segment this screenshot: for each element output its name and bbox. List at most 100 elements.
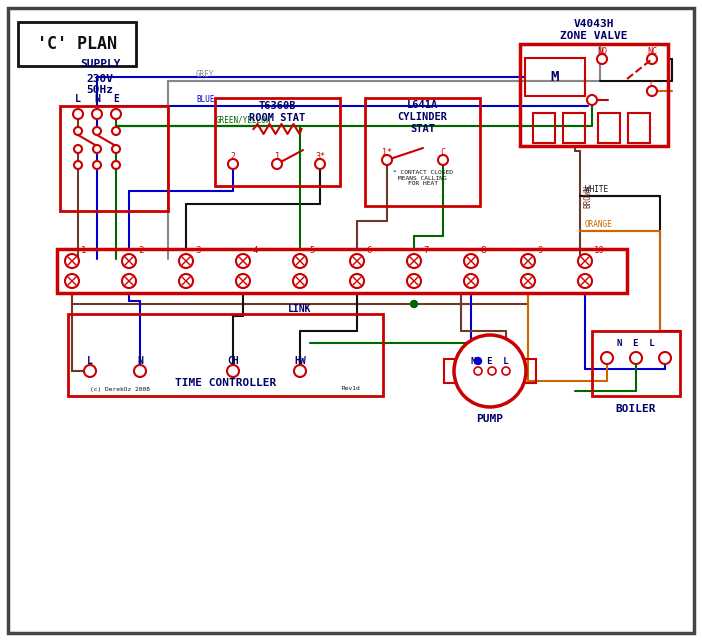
Bar — [365, 98, 480, 206]
Text: ORANGE: ORANGE — [585, 220, 613, 229]
Circle shape — [597, 54, 607, 64]
Circle shape — [84, 365, 96, 377]
Circle shape — [407, 274, 421, 288]
Text: PUMP: PUMP — [477, 414, 503, 424]
Circle shape — [464, 274, 478, 288]
Circle shape — [578, 274, 592, 288]
Circle shape — [65, 254, 79, 268]
Text: BROWN: BROWN — [583, 185, 592, 208]
Text: ZONE VALVE: ZONE VALVE — [560, 31, 628, 41]
Circle shape — [488, 367, 496, 375]
Circle shape — [407, 254, 421, 268]
Circle shape — [502, 367, 510, 375]
Circle shape — [411, 301, 418, 308]
Circle shape — [74, 127, 82, 135]
Circle shape — [112, 127, 120, 135]
Text: NO: NO — [597, 47, 607, 56]
Circle shape — [134, 365, 146, 377]
Bar — [628, 113, 650, 143]
Text: C: C — [440, 147, 446, 156]
Circle shape — [93, 127, 101, 135]
Circle shape — [294, 365, 306, 377]
Circle shape — [659, 352, 671, 364]
Circle shape — [464, 254, 478, 268]
Text: 50Hz: 50Hz — [86, 85, 114, 95]
Text: NC: NC — [647, 47, 657, 56]
Circle shape — [521, 254, 535, 268]
Circle shape — [382, 155, 392, 165]
Text: 'C' PLAN: 'C' PLAN — [37, 35, 117, 53]
Text: N  E  L: N E L — [471, 356, 509, 365]
Circle shape — [350, 254, 364, 268]
Text: BOILER: BOILER — [616, 404, 656, 414]
Bar — [563, 113, 585, 143]
Circle shape — [601, 352, 613, 364]
Text: CH: CH — [227, 356, 239, 366]
Bar — [524, 359, 536, 383]
Text: 7: 7 — [423, 246, 428, 255]
Circle shape — [65, 274, 79, 288]
Text: 3: 3 — [195, 246, 200, 255]
Text: Rev1d: Rev1d — [341, 387, 360, 392]
Circle shape — [587, 95, 597, 105]
Circle shape — [647, 86, 657, 96]
Circle shape — [630, 352, 642, 364]
Text: GREEN/YELLOW: GREEN/YELLOW — [216, 115, 272, 124]
Bar — [60, 106, 168, 211]
Circle shape — [647, 54, 657, 64]
Text: L641A: L641A — [407, 100, 438, 110]
Text: 1*: 1* — [382, 147, 392, 156]
Circle shape — [227, 365, 239, 377]
Text: L: L — [87, 356, 93, 366]
Circle shape — [350, 274, 364, 288]
Text: * CONTACT CLOSED
MEANS CALLING
FOR HEAT: * CONTACT CLOSED MEANS CALLING FOR HEAT — [392, 170, 453, 187]
Text: 1: 1 — [81, 246, 86, 255]
Text: TIME CONTROLLER: TIME CONTROLLER — [175, 378, 276, 388]
Text: WHITE: WHITE — [585, 185, 608, 194]
Text: 10: 10 — [594, 246, 604, 255]
Text: 230V: 230V — [86, 74, 114, 84]
Text: 5: 5 — [309, 246, 314, 255]
Circle shape — [74, 145, 82, 153]
Circle shape — [474, 367, 482, 375]
Circle shape — [228, 159, 238, 169]
Text: 1: 1 — [274, 151, 279, 160]
Bar — [444, 359, 456, 383]
Text: V4043H: V4043H — [574, 19, 614, 29]
Circle shape — [122, 274, 136, 288]
Bar — [68, 314, 383, 396]
Text: E: E — [113, 94, 119, 104]
Text: 8: 8 — [480, 246, 485, 255]
Circle shape — [578, 254, 592, 268]
Text: M: M — [551, 70, 559, 84]
Text: SUPPLY: SUPPLY — [80, 59, 120, 69]
Text: 2: 2 — [230, 151, 235, 160]
Text: 6: 6 — [366, 246, 371, 255]
Bar — [525, 58, 585, 96]
Text: N: N — [137, 356, 143, 366]
Circle shape — [272, 159, 282, 169]
Circle shape — [179, 274, 193, 288]
Text: L: L — [75, 94, 81, 104]
Circle shape — [293, 274, 307, 288]
Circle shape — [112, 161, 120, 169]
Text: C: C — [649, 79, 654, 88]
Bar — [533, 113, 555, 143]
Circle shape — [111, 109, 121, 119]
Circle shape — [93, 161, 101, 169]
Text: 4: 4 — [252, 246, 258, 255]
Text: 2: 2 — [138, 246, 143, 255]
Circle shape — [475, 358, 482, 365]
Text: BLUE: BLUE — [196, 95, 215, 104]
Text: N: N — [94, 94, 100, 104]
Circle shape — [315, 159, 325, 169]
Circle shape — [93, 145, 101, 153]
Circle shape — [293, 254, 307, 268]
Circle shape — [73, 109, 83, 119]
Circle shape — [454, 335, 526, 407]
Circle shape — [521, 274, 535, 288]
Text: T6360B: T6360B — [259, 101, 296, 111]
Text: ROOM STAT: ROOM STAT — [249, 113, 305, 123]
Bar — [18, 22, 136, 66]
Circle shape — [179, 254, 193, 268]
